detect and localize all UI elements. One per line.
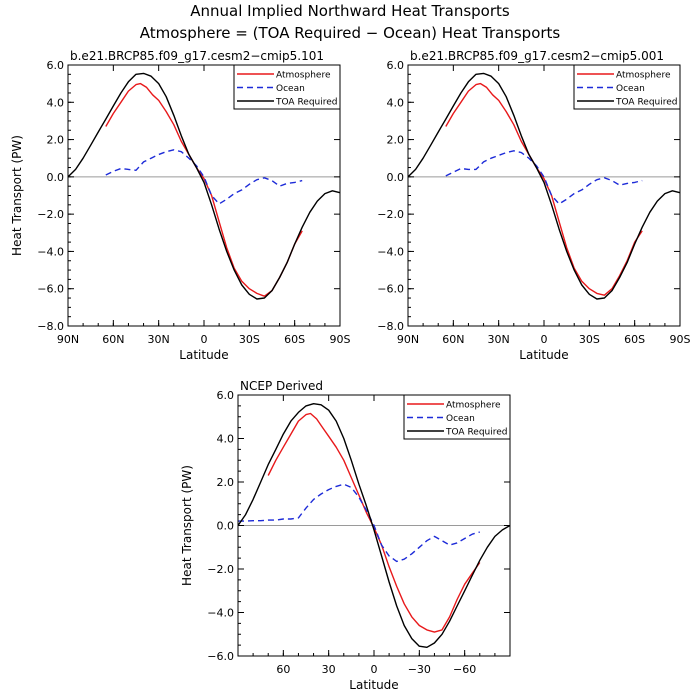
series-line-atmosphere [267, 412, 481, 633]
series-line-toa [67, 72, 341, 300]
plot-frame [67, 64, 341, 327]
y-tick-label: 6.0 [47, 59, 65, 72]
y-tick-label: 4.0 [387, 96, 405, 109]
x-tick-label: 0 [201, 333, 208, 346]
x-tick-label: −30 [408, 663, 431, 676]
series-line-ocean [445, 150, 643, 205]
legend: Atmosphere Ocean TOA Required [573, 64, 681, 110]
x-tick-label: 60S [284, 333, 305, 346]
x-tick-label: 90N [397, 333, 419, 346]
x-tick-label: 90S [670, 333, 691, 346]
y-tick-label: −8.0 [37, 320, 64, 333]
legend-label-toa: TOA Required [615, 98, 678, 108]
y-tick-label: 6.0 [217, 389, 235, 402]
series-line-toa [407, 72, 681, 300]
y-tick-label: 4.0 [217, 433, 235, 446]
y-tick-label: −8.0 [377, 320, 404, 333]
legend-label-atmosphere: Atmosphere [446, 401, 501, 411]
series-line-toa [237, 403, 511, 648]
y-tick-label: −6.0 [207, 650, 234, 663]
y-tick-label: 0.0 [217, 520, 235, 533]
y-axis-label: Heat Transport (PW) [180, 465, 194, 586]
legend: Atmosphere Ocean TOA Required [233, 64, 341, 110]
panel-title: b.e21.BRCP85.f09_g17.cesm2−cmip5.001 [410, 49, 664, 63]
y-tick-label: −4.0 [207, 607, 234, 620]
legend-label-ocean: Ocean [276, 84, 305, 94]
series-line-ocean [238, 483, 480, 563]
y-tick-label: −4.0 [37, 245, 64, 258]
chart-panel-cesm2-101: b.e21.BRCP85.f09_g17.cesm2−cmip5.101 6.0 4… [10, 49, 351, 362]
series-line-atmosphere [445, 82, 643, 296]
y-tick-label: 2.0 [217, 476, 235, 489]
x-tick-label: 60N [442, 333, 464, 346]
x-tick-label: 90N [57, 333, 79, 346]
y-tick-label: 2.0 [387, 134, 405, 147]
x-tick-label: 30 [322, 663, 336, 676]
y-tick-label: −2.0 [37, 208, 64, 221]
legend-label-toa: TOA Required [275, 98, 338, 108]
legend-label-toa: TOA Required [445, 428, 508, 438]
y-tick-label: 4.0 [47, 96, 65, 109]
panel-title: b.e21.BRCP85.f09_g17.cesm2−cmip5.101 [70, 49, 324, 63]
y-axis-label: Heat Transport (PW) [10, 135, 24, 256]
x-axis-label: Latitude [519, 348, 568, 362]
panel-title: NCEP Derived [240, 379, 323, 393]
x-axis-label: Latitude [349, 678, 398, 692]
x-tick-label: 0 [541, 333, 548, 346]
plot-frame [407, 64, 681, 327]
series-line-atmosphere [105, 82, 303, 297]
legend-label-atmosphere: Atmosphere [616, 71, 671, 81]
x-axis-label: Latitude [179, 348, 228, 362]
y-tick-label: 2.0 [47, 134, 65, 147]
x-tick-label: 60 [276, 663, 290, 676]
x-tick-label: 60S [624, 333, 645, 346]
legend-label-ocean: Ocean [446, 414, 475, 424]
x-tick-label: 30N [488, 333, 510, 346]
legend: Atmosphere Ocean TOA Required [403, 394, 511, 440]
y-tick-label: 0.0 [387, 171, 405, 184]
x-tick-label: 30S [579, 333, 600, 346]
plot-frame [237, 394, 511, 657]
x-tick-label: 90S [330, 333, 351, 346]
chart-panel-cesm2-001: b.e21.BRCP85.f09_g17.cesm2−cmip5.001 6.0 4… [377, 49, 690, 362]
legend-label-ocean: Ocean [616, 84, 645, 94]
y-tick-label: −4.0 [377, 245, 404, 258]
figure-title-line1: Annual Implied Northward Heat Transports [190, 2, 510, 20]
y-tick-label: −2.0 [207, 563, 234, 576]
y-tick-label: −6.0 [37, 283, 64, 296]
legend-label-atmosphere: Atmosphere [276, 71, 331, 81]
series-line-ocean [105, 149, 303, 205]
x-tick-label: 30N [148, 333, 170, 346]
figure-title-line2: Atmosphere = (TOA Required − Ocean) Heat… [140, 24, 561, 42]
y-tick-label: −6.0 [377, 283, 404, 296]
x-tick-label: 60N [102, 333, 124, 346]
chart-panel-ncep-derived: NCEP Derived 6.0 4.0 2.0 0.0 −2.0 −4.0 −6.0 60 30… [180, 379, 511, 692]
x-tick-label: 30S [239, 333, 260, 346]
x-tick-label: 0 [371, 663, 378, 676]
y-tick-label: 0.0 [47, 171, 65, 184]
y-tick-label: −2.0 [377, 208, 404, 221]
x-tick-label: −60 [453, 663, 476, 676]
y-tick-label: 6.0 [387, 59, 405, 72]
